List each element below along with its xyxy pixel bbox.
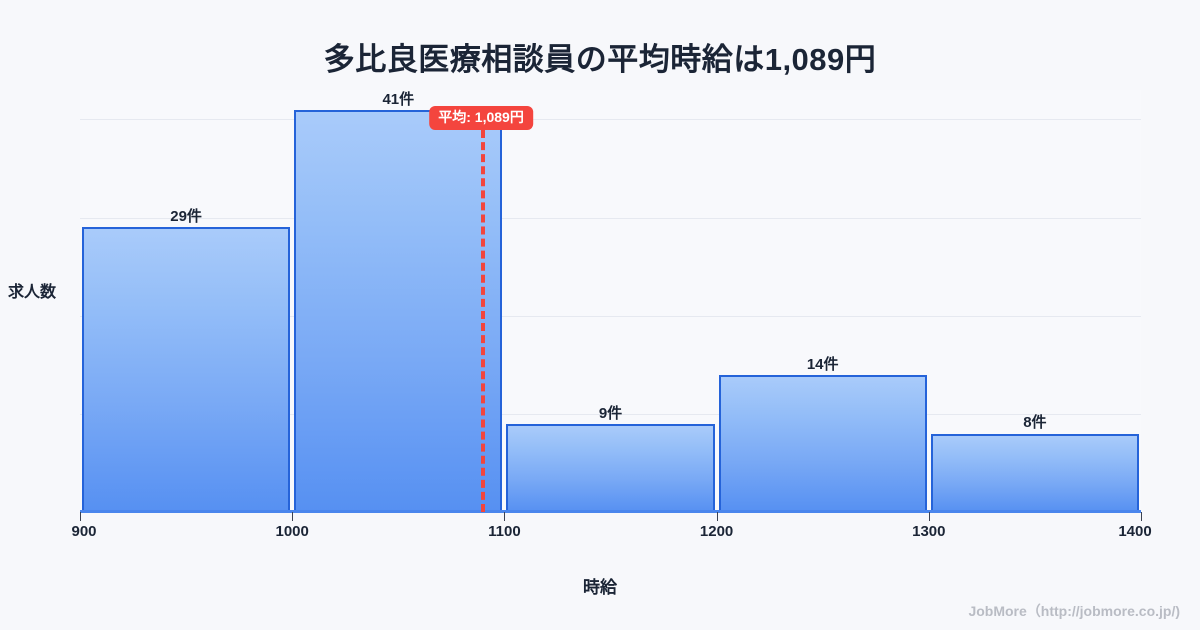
bar-value-label: 14件 [806,355,839,373]
bar-value-label: 41件 [382,90,415,108]
bar[interactable] [294,109,503,512]
x-axis-tick-mark [716,512,718,521]
bar[interactable] [82,227,291,512]
mean-line-marker [481,130,486,512]
x-axis-line [80,510,1141,513]
x-axis-tick-label: 1000 [275,523,309,540]
bars-layer [80,90,1141,512]
x-axis-tick-mark [1141,512,1142,521]
bar[interactable] [506,423,715,512]
bar-value-label: 9件 [598,404,623,422]
chart-title: 多比良医療相談員の平均時給は1,089円 [323,42,877,77]
x-axis-tick-mark [928,512,930,521]
x-axis-tick-label: 900 [71,523,97,540]
x-axis-tick-mark [80,512,81,521]
x-axis-tick-label: 1200 [699,523,734,540]
bar-value-label: 29件 [170,208,202,226]
y-axis-title: 求人数 [8,284,57,301]
x-axis-title: 時給 [583,578,617,597]
bar[interactable] [718,374,927,512]
bar[interactable] [930,433,1139,512]
plot-area [80,90,1141,513]
bar-value-label: 8件 [1023,414,1047,432]
x-axis-tick-mark [504,512,506,521]
footer-credit: JobMore（http://jobmore.co.jp/) [968,603,1180,619]
x-axis-tick-label: 1400 [1118,523,1152,540]
x-axis-tick-label: 1100 [488,523,521,540]
x-axis-tick-label: 1300 [912,523,946,540]
mean-annotation-badge: 平均: 1,089円 [429,106,533,131]
x-axis-tick-mark [292,512,294,521]
